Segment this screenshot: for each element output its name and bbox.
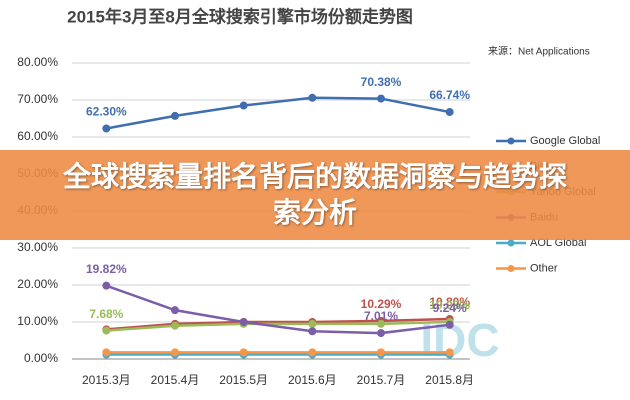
point bbox=[308, 319, 317, 328]
legend-label: Google Global bbox=[530, 135, 600, 147]
x-tick-label: 2015.6月 bbox=[288, 373, 337, 387]
data-label: 10.05% bbox=[429, 298, 470, 312]
point bbox=[445, 348, 454, 357]
point bbox=[171, 348, 179, 357]
banner-text: 全球搜索量排名背后的数据洞察与趋势探索分析 bbox=[62, 160, 567, 229]
x-tick-label: 2015.5月 bbox=[219, 373, 268, 387]
x-tick-label: 2015.8月 bbox=[425, 373, 474, 387]
legend-marker bbox=[507, 265, 515, 272]
data-label: 70.38% bbox=[361, 75, 402, 89]
point bbox=[445, 320, 454, 329]
point bbox=[171, 321, 179, 330]
point bbox=[308, 93, 317, 102]
legend-label: Other bbox=[530, 262, 558, 274]
point bbox=[102, 124, 111, 133]
data-label: 10.80% bbox=[429, 295, 470, 309]
y-tick-label: 30.00% bbox=[17, 240, 58, 254]
y-tick-label: 0.00% bbox=[24, 351, 58, 365]
y-tick-label: 80.00% bbox=[17, 55, 58, 69]
x-tick-label: 2015.3月 bbox=[82, 373, 131, 387]
source: 来源：Net Applications bbox=[488, 45, 590, 58]
point bbox=[171, 306, 179, 315]
point bbox=[377, 319, 385, 328]
series-line bbox=[106, 96, 450, 130]
x-tick-label: 2015.7月 bbox=[357, 373, 406, 387]
point bbox=[377, 329, 385, 338]
series-line bbox=[105, 284, 450, 335]
point bbox=[239, 101, 248, 110]
y-tick-label: 70.00% bbox=[17, 92, 58, 106]
point bbox=[377, 348, 385, 357]
point bbox=[102, 281, 111, 290]
legend-marker bbox=[507, 137, 515, 145]
series-line bbox=[106, 317, 450, 331]
y-tick-label: 20.00% bbox=[17, 277, 58, 291]
point bbox=[102, 326, 111, 335]
data-label: 19.82% bbox=[86, 262, 127, 276]
point bbox=[171, 111, 179, 120]
data-label: 10.29% bbox=[361, 297, 402, 311]
point bbox=[377, 94, 385, 103]
banner: 全球搜索量排名背后的数据洞察与趋势探索分析 bbox=[0, 150, 630, 240]
data-label: 7.01% bbox=[364, 309, 398, 323]
chart-title: 2015年3月至8月全球搜索引擎市场份额走势图 bbox=[67, 6, 413, 26]
data-label: 66.74% bbox=[429, 88, 470, 102]
point bbox=[102, 348, 111, 357]
y-tick-label: 10.00% bbox=[17, 314, 58, 328]
legend-marker bbox=[507, 239, 515, 247]
data-label: 62.30% bbox=[86, 105, 127, 119]
point bbox=[308, 327, 317, 336]
x-tick-label: 2015.4月 bbox=[151, 373, 200, 387]
y-tick-label: 60.00% bbox=[17, 129, 58, 143]
point bbox=[308, 348, 317, 357]
point bbox=[239, 348, 248, 357]
point bbox=[445, 108, 454, 117]
data-label: 7.68% bbox=[89, 307, 123, 321]
series-line bbox=[106, 320, 450, 332]
data-label: 9.24% bbox=[433, 301, 467, 315]
point bbox=[239, 318, 248, 326]
